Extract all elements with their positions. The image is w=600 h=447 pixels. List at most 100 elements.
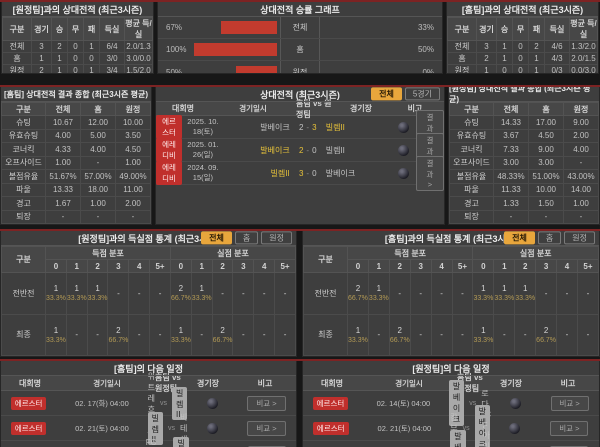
compare-button[interactable]: 비교 > — [247, 445, 286, 447]
panel-title: [홈팀] 상대전적 결과 종합 (최근3시즌 평균) — [1, 87, 151, 102]
right-percent: 33% — [417, 23, 434, 32]
stadium-icon[interactable] — [510, 397, 522, 409]
stat-cell: - — [128, 272, 151, 315]
col-header: 대회명 — [320, 378, 344, 388]
cell: 3 — [476, 40, 497, 53]
tab-home[interactable]: 홈 — [234, 231, 259, 245]
cell: 14.33 — [493, 115, 529, 130]
bin-header: 4 — [430, 259, 453, 273]
graph-row-label: 전체 — [280, 17, 320, 38]
compare-button[interactable]: 비교 > — [550, 420, 589, 436]
league-badge: 에르스터 — [312, 396, 349, 410]
stat-cell: 2 66.7% — [388, 313, 411, 356]
cell: 10.67 — [45, 115, 81, 130]
tab-away[interactable]: 원정 — [261, 231, 292, 245]
tab-away[interactable]: 원정 — [564, 231, 595, 245]
table-row: 최종 1 33.3% - 2 66.7% - - - 1 33.3% - - 2 66.… — [303, 313, 599, 356]
table-row: 전반전 2 66.7% 1 33.3% - - - - 1 33.3% 1 33.3% … — [303, 272, 599, 315]
vs-label: vs — [160, 399, 168, 407]
bin-header: 5+ — [149, 259, 171, 273]
home-score: 2 — [298, 122, 304, 132]
table-row: 슈팅 10.67 12.00 10.00 — [1, 115, 151, 130]
cell: 0 — [512, 52, 529, 65]
row-label: 오프사이드 — [1, 155, 46, 170]
cell: 2 — [476, 52, 497, 65]
table-row: 경고 1.67 1.00 2.00 — [1, 196, 151, 211]
stat-cell: - — [409, 272, 432, 315]
left-percent: 100% — [166, 45, 187, 54]
cell: 57.00% — [80, 169, 116, 184]
header-row: 구분 경기 승 무 패 득실 평균 득/실 — [2, 17, 153, 41]
row-label: 원정 — [2, 64, 32, 73]
stadium-icon[interactable] — [206, 397, 218, 409]
cell: 4/3 — [544, 52, 570, 65]
cell: 1 — [496, 52, 513, 65]
stat-cell: - — [493, 313, 516, 356]
filter-all-button[interactable]: 전체 — [371, 87, 402, 101]
col-header: 경기 — [476, 17, 497, 41]
cell: 10.00 — [528, 182, 564, 197]
panel-title: [홈팀]과의 상대전적 (최근3시즌) — [447, 2, 598, 17]
away-team: 발베이크 — [325, 168, 356, 178]
cell: 0 — [512, 64, 529, 73]
graph-row: 67% 전체 33% — [158, 17, 442, 39]
cell: 9.00 — [528, 142, 564, 157]
cell: 0 — [67, 40, 84, 53]
stat-cell: - — [451, 272, 474, 315]
stadium-icon[interactable] — [509, 422, 521, 434]
stat-cell: - — [149, 272, 171, 315]
stadium-icon[interactable] — [398, 144, 410, 156]
row-label: 최종 — [303, 313, 348, 356]
stat-cell: 1 33.3% — [169, 313, 192, 356]
match-row: 에르스터 2025. 10. 18(토) 발베이크 2-3 빌렘II 결과 > — [156, 109, 444, 145]
stadium-icon[interactable] — [206, 422, 218, 434]
col-header: 비고 — [407, 104, 423, 113]
stat-cell: - — [274, 313, 296, 356]
league-badge: 에르스터 — [312, 421, 349, 435]
stat-cell: 1 33.3% — [86, 272, 109, 315]
tab-all[interactable]: 전체 — [201, 231, 232, 245]
stat-cell: - — [576, 272, 599, 315]
cell: 51.00% — [528, 169, 564, 184]
cell: 4.00 — [45, 128, 81, 143]
col-header: 평균 득/실 — [124, 17, 153, 41]
filter-5games-button[interactable]: 5경기 — [404, 87, 440, 101]
col-header: 홈 — [80, 102, 116, 116]
bin-header: 2 — [514, 259, 537, 273]
header-row: 구분 경기 승 무 패 득실 평균 득/실 — [447, 17, 598, 41]
col-header: 득실 — [544, 17, 570, 41]
panel-title-text: 상대전적 (최근3시즌) — [260, 89, 340, 100]
stadium-icon[interactable] — [398, 121, 410, 133]
row-label: 퇴장 — [1, 209, 46, 224]
table-row: 파울 11.33 10.00 14.00 — [449, 182, 599, 197]
cell: 2.0/1.5 — [569, 52, 598, 65]
compare-button[interactable]: 비교 > — [550, 395, 589, 411]
compare-button[interactable]: 비교 > — [247, 395, 286, 411]
tab-home[interactable]: 홈 — [537, 231, 562, 245]
cell: 4.50 — [528, 128, 564, 143]
cell: 4.00 — [563, 142, 599, 157]
match-date: 2025. 01. 26(일) — [187, 140, 219, 159]
col-header: 비고 — [257, 378, 273, 388]
cell: 3 — [31, 40, 52, 53]
panel-title: [원정팀]과의 상대전적 (최근3시즌) — [2, 2, 153, 17]
row-label: 전반전 — [1, 272, 46, 315]
table-row: 오프사이드 1.00-1.00 — [1, 155, 151, 170]
stat-cell: 1 33.3% — [514, 272, 537, 315]
row-label: 파울 — [449, 182, 494, 197]
panel-schedule-home: [홈팀]의 다음 일정 대회명 경기일시 홈팀 vs 원정팀 경기장 비고 에르… — [0, 361, 297, 447]
panel-title-text: [홈팀]과의 득실점 통계 (최근3시즌) — [384, 233, 518, 244]
stadium-icon[interactable] — [398, 167, 410, 179]
bin-header: 0 — [347, 259, 369, 273]
tab-all[interactable]: 전체 — [504, 231, 535, 245]
panel-h2h-vs-away: [원정팀]과의 상대전적 (최근3시즌) 구분 경기 승 무 패 득실 평균 득… — [1, 2, 154, 74]
score-separator: - — [306, 145, 310, 155]
header-row: 구분 전체 홈 원정 — [1, 102, 151, 116]
table-row: 홈 2 1 0 1 4/3 2.0/1.5 — [447, 52, 598, 65]
col-header: 원정 — [115, 102, 151, 116]
away-team: F아인트호벤 — [482, 421, 490, 447]
result-button[interactable]: 결과 > — [415, 155, 444, 191]
col-header: 대회명 — [18, 378, 42, 388]
compare-button[interactable]: 비교 > — [247, 420, 286, 436]
cell: 3.50 — [115, 128, 151, 143]
